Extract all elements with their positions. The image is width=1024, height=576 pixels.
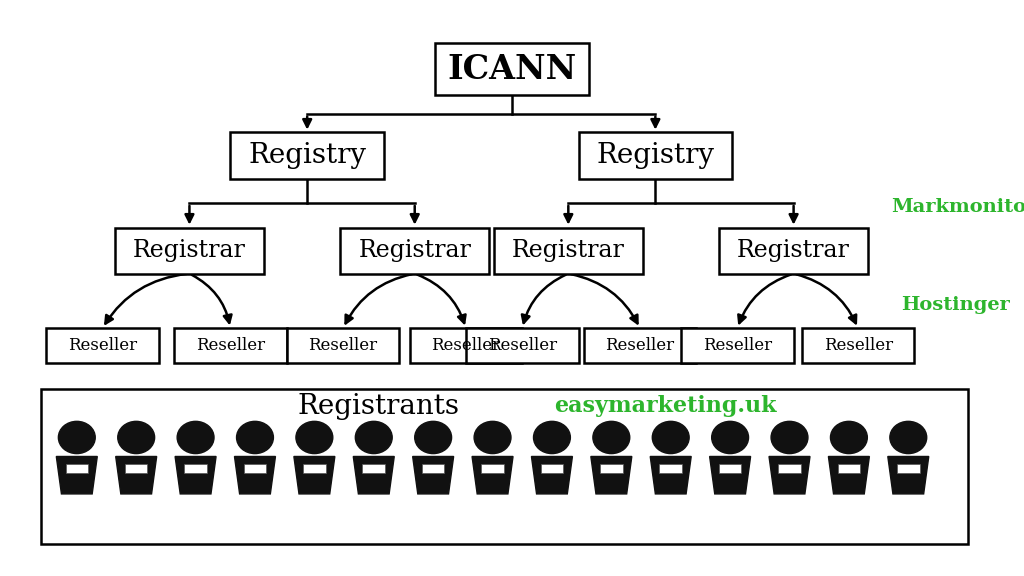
Bar	[46, 328, 159, 363]
Text: easymarketing.uk: easymarketing.uk	[554, 395, 777, 417]
Polygon shape	[472, 456, 513, 494]
Bar	[303, 464, 326, 473]
Polygon shape	[531, 456, 572, 494]
Text: Reseller: Reseller	[702, 337, 772, 354]
Polygon shape	[234, 456, 275, 494]
Text: Registrants: Registrants	[298, 393, 460, 419]
Bar	[41, 389, 968, 544]
Bar	[681, 328, 794, 363]
Ellipse shape	[118, 422, 155, 454]
Text: Registry: Registry	[248, 142, 367, 169]
Bar	[340, 228, 489, 274]
Polygon shape	[116, 456, 157, 494]
Polygon shape	[413, 456, 454, 494]
Polygon shape	[650, 456, 691, 494]
Bar	[287, 328, 399, 363]
Bar	[125, 464, 147, 473]
Polygon shape	[591, 456, 632, 494]
Bar	[778, 464, 801, 473]
Text: Reseller: Reseller	[605, 337, 675, 354]
Bar	[719, 228, 868, 274]
Bar	[897, 464, 920, 473]
Ellipse shape	[474, 422, 511, 454]
Bar	[481, 464, 504, 473]
Bar	[244, 464, 266, 473]
Polygon shape	[710, 456, 751, 494]
Bar	[584, 328, 696, 363]
Bar	[541, 464, 563, 473]
Bar	[838, 464, 860, 473]
Ellipse shape	[58, 422, 95, 454]
Ellipse shape	[415, 422, 452, 454]
Ellipse shape	[593, 422, 630, 454]
Bar	[174, 328, 287, 363]
Bar	[115, 228, 264, 274]
Bar	[579, 132, 732, 179]
Text: ICANN: ICANN	[447, 52, 577, 86]
Polygon shape	[175, 456, 216, 494]
Ellipse shape	[237, 422, 273, 454]
Ellipse shape	[652, 422, 689, 454]
Bar	[659, 464, 682, 473]
Bar	[230, 132, 384, 179]
Ellipse shape	[890, 422, 927, 454]
Text: Registrar: Registrar	[737, 239, 850, 262]
Ellipse shape	[355, 422, 392, 454]
Text: Reseller: Reseller	[487, 337, 557, 354]
Ellipse shape	[712, 422, 749, 454]
Bar	[422, 464, 444, 473]
Text: Reseller: Reseller	[68, 337, 137, 354]
Text: Hostinger: Hostinger	[901, 296, 1010, 314]
Bar	[66, 464, 88, 473]
Polygon shape	[828, 456, 869, 494]
Text: Registrar: Registrar	[512, 239, 625, 262]
Bar	[600, 464, 623, 473]
Bar	[410, 328, 522, 363]
Polygon shape	[56, 456, 97, 494]
Bar	[719, 464, 741, 473]
Bar	[802, 328, 914, 363]
Text: Reseller: Reseller	[196, 337, 265, 354]
Bar	[435, 43, 589, 95]
Ellipse shape	[296, 422, 333, 454]
Ellipse shape	[534, 422, 570, 454]
Bar	[466, 328, 579, 363]
Text: Registrar: Registrar	[133, 239, 246, 262]
Bar	[362, 464, 385, 473]
Text: Reseller: Reseller	[308, 337, 378, 354]
Text: Reseller: Reseller	[431, 337, 501, 354]
Ellipse shape	[177, 422, 214, 454]
Text: Reseller: Reseller	[823, 337, 893, 354]
Polygon shape	[353, 456, 394, 494]
Ellipse shape	[830, 422, 867, 454]
Text: Markmonitor: Markmonitor	[891, 198, 1024, 217]
Ellipse shape	[771, 422, 808, 454]
Polygon shape	[769, 456, 810, 494]
Polygon shape	[888, 456, 929, 494]
Bar	[495, 228, 643, 274]
Text: Registry: Registry	[596, 142, 715, 169]
Text: Registrar: Registrar	[358, 239, 471, 262]
Bar	[184, 464, 207, 473]
Polygon shape	[294, 456, 335, 494]
